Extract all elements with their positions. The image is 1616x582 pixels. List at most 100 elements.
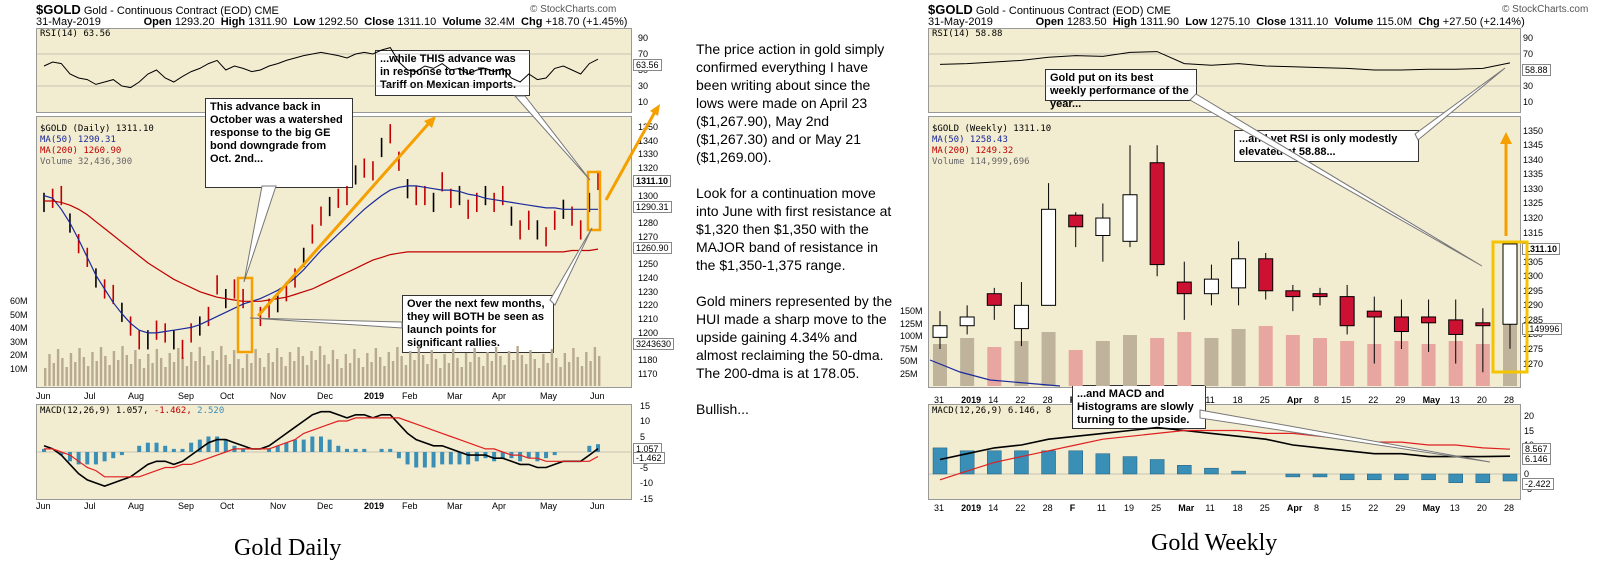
daily-rsi-tag: 63.56 [633, 59, 662, 71]
weekly-ma200-label: MA(200) 1249.32 [932, 146, 1014, 156]
weekly-volume-legend: Volume 114,999,696 [932, 157, 1030, 167]
weekly-annotation-best-week: Gold put on its best weekly performance … [1045, 69, 1197, 110]
weekly-x-tick: May [1422, 395, 1441, 405]
weekly-annotation-rsi: ...and yet RSI is only modestly elevated… [1234, 130, 1419, 162]
daily-ma50-tag: 1290.31 [633, 201, 672, 213]
weekly-rsi-label: RSI(14) 58.88 [932, 29, 1003, 39]
weekly-volume-tick: 50M [900, 356, 918, 366]
weekly-x-tick-macd: F [1069, 503, 1076, 513]
weekly-price-tick: 1345 [1523, 140, 1544, 151]
daily-caption: Gold Daily [234, 535, 342, 561]
weekly-x-tick-macd: Apr [1286, 503, 1303, 513]
daily-x-tick: Sep [178, 391, 195, 401]
daily-price-tick: 1280 [638, 218, 659, 229]
weekly-volume-tick: 75M [900, 343, 918, 354]
daily-volume-legend: Volume 32,436,300 [40, 157, 133, 167]
daily-price-label: $GOLD (Daily) 1311.10 [40, 124, 154, 134]
daily-x-tick: Jun [590, 391, 605, 401]
weekly-x-tick-macd: 22 [1368, 503, 1379, 513]
weekly-macd-tick: 0 [1524, 469, 1530, 479]
daily-ma200-tag: 1260.90 [633, 242, 672, 254]
daily-x-tick: Feb [402, 391, 418, 401]
weekly-rsi-tick: 10 [1523, 97, 1534, 107]
daily-volume-tick: 50M [10, 309, 28, 320]
weekly-rsi-tick: 70 [1523, 49, 1534, 59]
daily-x-tick-macd: Aug [128, 501, 145, 511]
daily-x-tick-macd: Feb [402, 501, 418, 511]
daily-x-tick: Aug [128, 391, 145, 401]
daily-x-tick: Mar [447, 391, 463, 401]
weekly-x-tick-macd: 25 [1259, 503, 1270, 513]
weekly-x-tick: Apr [1286, 395, 1303, 405]
daily-ma200-label: MA(200) 1260.90 [40, 146, 122, 156]
commentary-paragraph: The price action in gold simply confirme… [696, 41, 885, 165]
weekly-price-tick: 1305 [1523, 256, 1544, 267]
weekly-x-tick: 14 [988, 395, 999, 405]
daily-macd-panel [36, 404, 632, 500]
weekly-volume-tick: 100M [900, 331, 923, 341]
daily-price-tick: 1340 [638, 135, 659, 146]
weekly-title: $GOLD Gold - Continuous Contract (EOD) C… [928, 2, 1171, 17]
weekly-x-tick-macd: 2019 [961, 503, 982, 513]
daily-price-tick: 1300 [638, 190, 659, 201]
daily-x-tick-macd: Sep [178, 501, 195, 511]
weekly-histogram-tag: -2.422 [1522, 478, 1554, 490]
daily-x-tick-macd: Mar [447, 501, 463, 511]
weekly-price-label: $GOLD (Weekly) 1311.10 [932, 124, 1052, 134]
daily-x-tick: Oct [220, 391, 235, 401]
daily-arrow-june-head [650, 104, 660, 116]
weekly-price-tick: 1300 [1523, 271, 1544, 282]
weekly-price-tick: 1340 [1523, 154, 1544, 165]
weekly-price-tick: 1350 [1523, 125, 1544, 136]
weekly-macd-panel [928, 404, 1521, 500]
daily-volume-tag: 3243630 [633, 338, 675, 350]
daily-macd-tick: -15 [640, 493, 654, 504]
weekly-x-tick-macd: 31 [934, 503, 945, 513]
daily-volume-tick: 40M [10, 323, 28, 333]
weekly-price-tick: 1295 [1523, 285, 1544, 296]
weekly-price-tick: 1275 [1523, 343, 1544, 354]
weekly-x-tick-macd: 13 [1449, 503, 1460, 513]
weekly-price-tick: 1335 [1523, 169, 1544, 180]
daily-macd-tick: 15 [640, 400, 651, 411]
weekly-x-tick: 13 [1449, 395, 1460, 405]
daily-annotation-october: This advance back in October was a water… [205, 98, 353, 188]
daily-x-tick-macd: May [540, 501, 558, 511]
weekly-price-tick: 1320 [1523, 213, 1544, 224]
weekly-macd-tick: 15 [1524, 425, 1535, 436]
weekly-price-tick: 1290 [1523, 300, 1544, 311]
weekly-price-tick: 1285 [1523, 314, 1544, 325]
weekly-x-tick: 29 [1395, 395, 1406, 405]
weekly-x-tick-macd: 14 [988, 503, 999, 513]
daily-price-tick: 1210 [638, 314, 659, 325]
daily-x-tick-macd: Oct [220, 501, 235, 511]
weekly-macd-tag: 6.146 [1522, 453, 1551, 465]
daily-x-tick: Nov [270, 391, 287, 401]
weekly-x-tick: 22 [1368, 395, 1379, 405]
daily-x-tick: Dec [317, 391, 334, 401]
daily-rsi-tick: 10 [638, 97, 649, 107]
weekly-volume-tick: 150M [900, 306, 923, 316]
daily-volume-tick: 30M [10, 336, 28, 347]
weekly-x-tick-macd: 8 [1314, 503, 1320, 513]
weekly-rsi-tick: 90 [1523, 33, 1534, 43]
daily-volume-tick: 20M [10, 350, 28, 360]
weekly-x-tick: 31 [934, 395, 945, 405]
weekly-x-tick-macd: 18 [1232, 503, 1243, 513]
commentary-paragraph: Bullish... [696, 401, 749, 417]
weekly-x-tick: 25 [1259, 395, 1270, 405]
weekly-x-tick: 15 [1341, 395, 1352, 405]
weekly-macd-label: MACD(12,26,9) 6.146, 8 [932, 406, 1052, 416]
weekly-x-tick-macd: 22 [1015, 503, 1026, 513]
daily-rsi-tick: 70 [638, 49, 649, 59]
weekly-price-tick: 1330 [1523, 183, 1544, 194]
daily-macd-tick: 10 [640, 416, 651, 426]
weekly-watermark: © StockCharts.com [1502, 4, 1589, 15]
daily-x-tick: Jul [84, 391, 96, 401]
commentary: The price action in gold simply confirme… [696, 40, 896, 436]
daily-title: $GOLD Gold - Continuous Contract (EOD) C… [36, 2, 279, 17]
weekly-volume-tick: 25M [900, 368, 918, 379]
daily-price-tick: 1170 [638, 369, 658, 380]
daily-price-tick: 1240 [638, 272, 659, 283]
weekly-close-tag: 1311.10 [1522, 243, 1561, 255]
